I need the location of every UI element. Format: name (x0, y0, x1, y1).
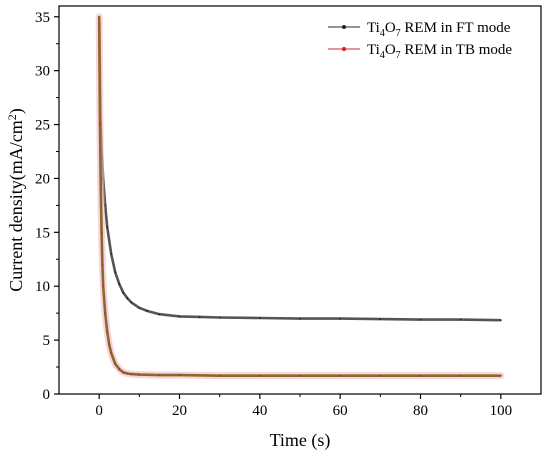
series-ft-point-23 (459, 318, 462, 321)
x-tick-label-100: 100 (490, 403, 513, 419)
y-axis: 0 5 10 15 20 25 30 35 (35, 10, 59, 403)
legend-marker-1 (342, 47, 346, 51)
series-tb-point-6 (104, 312, 107, 315)
series-tb-point-20 (299, 374, 301, 377)
y-axis-label-superscript: 2 (5, 114, 19, 120)
series-tb-point-2 (99, 188, 102, 191)
series-tb-point-13 (126, 372, 129, 375)
y-tick-label-35: 35 (35, 10, 50, 26)
y-axis-label: Current density(mA/cm2) (5, 108, 27, 291)
legend-label-sub-7: 7 (396, 28, 401, 39)
y-tick-label-30: 30 (35, 64, 50, 80)
series-tb-point-0 (98, 15, 101, 18)
legend-label-0: Ti4O7 REM in FT mode (367, 20, 511, 39)
legend-label-rest: REM in FT mode (401, 20, 511, 36)
x-tick-label-80: 80 (413, 403, 428, 419)
series-tb-point-15 (138, 373, 141, 376)
series-ft-point-7 (114, 271, 117, 274)
y-tick-label-15: 15 (35, 225, 50, 241)
series-tb-point-22 (379, 374, 382, 377)
series-tb-point-1 (99, 123, 101, 126)
series-ft-point-15 (178, 315, 181, 318)
legend-label-1: Ti4O7 REM in TB mode (367, 42, 512, 61)
y-tick-label-25: 25 (35, 118, 50, 134)
series-tb-point-23 (419, 374, 422, 377)
series-ft-point-5 (106, 226, 109, 228)
y-tick-label-10: 10 (35, 279, 50, 295)
series-tb-point-14 (130, 373, 133, 375)
y-tick-label-0: 0 (43, 387, 51, 403)
series-tb-point-8 (108, 343, 111, 346)
y-axis-label-main: Current density(mA/cm (6, 120, 27, 291)
curves-layer (95, 13, 505, 380)
series-ft-point-16 (198, 316, 201, 318)
legend-label-o: O (385, 20, 396, 36)
series-ft-point-4 (104, 204, 107, 207)
y-axis-label-close: ) (6, 108, 27, 114)
series-tb-point-17 (178, 374, 181, 377)
series-tb-point-10 (114, 362, 117, 365)
series-ft-point-10 (126, 297, 129, 299)
series-ft-point-11 (130, 301, 133, 304)
series-ft-point-13 (146, 310, 149, 312)
y-tick-label-20: 20 (35, 171, 50, 187)
x-tick-label-0: 0 (95, 403, 103, 419)
x-tick-label-20: 20 (172, 403, 187, 419)
series-tb-point-21 (339, 374, 342, 377)
series-ft-point-14 (158, 313, 161, 316)
series-tb-point-12 (122, 371, 125, 374)
x-tick-label-40: 40 (252, 403, 267, 419)
series-tb-point-4 (101, 263, 104, 266)
series-tb-point-11 (118, 368, 121, 371)
series-tb-glow (95, 13, 505, 380)
legend-label-ti: Ti (367, 42, 380, 58)
legend-marker-0 (342, 25, 346, 29)
series-ft-point-19 (299, 317, 301, 320)
series-ft-point-20 (339, 317, 342, 320)
series-tb-point-7 (106, 330, 109, 333)
series-ft-point-8 (118, 283, 121, 285)
series-tb-point-3 (100, 231, 103, 234)
series-tb-point-5 (102, 285, 105, 288)
x-axis-label: Time (s) (270, 430, 331, 451)
series-tb-point-9 (110, 352, 113, 354)
series-ft-point-9 (122, 291, 125, 294)
legend-label-o: O (385, 42, 396, 58)
series-ft-point-12 (138, 306, 141, 309)
legend-label-sub-4: 4 (380, 50, 385, 61)
series-ft-point-24 (499, 319, 502, 322)
legend-label-rest: REM in TB mode (401, 42, 513, 58)
legend-label-ti: Ti (367, 20, 380, 36)
series-ft-point-17 (218, 316, 221, 319)
series-tb-line (97, 16, 501, 377)
series-tb-point-25 (499, 374, 502, 377)
legend-label-sub-7: 7 (396, 50, 401, 61)
series-ft-point-18 (258, 317, 261, 319)
series-ft-point-6 (110, 252, 113, 255)
series-tb-point-16 (158, 374, 161, 377)
series-tb-point-19 (258, 374, 261, 377)
legend-label-sub-4: 4 (380, 28, 385, 39)
x-tick-label-60: 60 (333, 403, 348, 419)
series-ft-point-22 (419, 318, 422, 321)
series-tb-point-18 (218, 374, 221, 377)
series-ft-line (97, 16, 501, 322)
series-ft-point-21 (379, 318, 382, 320)
y-tick-label-5: 5 (43, 333, 51, 349)
x-axis: 0 20 40 60 80 100 (95, 394, 512, 419)
plot-frame (58, 5, 542, 395)
series-tb-point-24 (459, 374, 462, 377)
